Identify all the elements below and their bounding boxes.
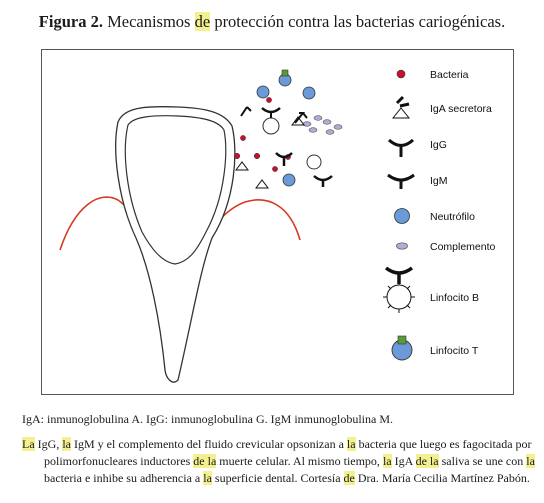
caption-highlight: La — [22, 437, 35, 451]
caption-text: saliva se une con — [438, 454, 527, 468]
legend-label-linfocito-b: Linfocito B — [430, 292, 479, 304]
caption-line-3: bacteria e inhibe su adherencia a la sup… — [22, 470, 536, 487]
legend-neutrofilo-icon — [394, 208, 410, 224]
caption-text: muerte celular. Al mismo tiempo, — [216, 454, 383, 468]
tooth-inner-outline — [124, 115, 227, 265]
caption-text: bacteria e inhibe su adherencia a — [44, 471, 204, 485]
caption-highlight: la — [62, 437, 71, 451]
caption-highlight: la — [203, 471, 212, 485]
iga-near-tooth — [235, 106, 308, 189]
legend-label-bacteria: Bacteria — [430, 69, 469, 81]
complement-cluster — [302, 115, 343, 135]
legend-linfocito-b-icon — [383, 266, 415, 313]
caption-text: IgA — [391, 454, 416, 468]
caption-text: superficie dental. Cortesía — [211, 471, 344, 485]
caption-text: bacteria que luego es fagocitada por — [355, 437, 532, 451]
caption-highlight: la — [526, 454, 535, 468]
caption-text: Dra. María Cecilia Martínez Pabón. — [354, 471, 530, 485]
legend-bacteria-icon — [396, 69, 406, 79]
bacteria-cells — [233, 97, 291, 172]
figure-caption: La IgG, la IgM y el complemento del flui… — [22, 436, 536, 487]
caption-highlight: de la — [193, 454, 217, 468]
figure-frame — [41, 49, 514, 395]
legend-label-igg: IgG — [430, 139, 447, 151]
figure-number: Figura 2. — [38, 12, 103, 31]
title-text-1: Mecanismos — [107, 12, 195, 31]
caption-text: IgG, — [34, 437, 63, 451]
abbreviations-note: IgA: inmunoglobulina A. IgG: inmunoglobu… — [22, 412, 393, 426]
legend-label-linfocito-t: Linfocito T — [430, 345, 479, 357]
legend-label-igm: IgM — [430, 175, 448, 187]
caption-highlight: la — [346, 437, 356, 451]
t-cell-near-tooth — [278, 69, 292, 87]
legend-igm-icon — [387, 173, 415, 189]
tooth-outline — [115, 105, 236, 383]
legend-linfocito-t-icon — [391, 335, 413, 361]
title-text-2: protección contra las bacterias cariogén… — [210, 12, 506, 31]
b-cells-near-tooth — [261, 107, 322, 170]
caption-highlight: de — [343, 471, 355, 485]
neutrophil-cells — [256, 85, 316, 187]
caption-text: polimorfonucleares inductores — [44, 454, 194, 468]
legend-label-neutrofilo: Neutrófilo — [430, 211, 475, 223]
legend-complemento-icon — [396, 242, 408, 250]
caption-highlight: de la — [415, 454, 439, 468]
caption-text: IgM y el complemento del fluido crevicul… — [71, 437, 347, 451]
igg-near-tooth — [275, 152, 333, 187]
caption-line-1: La IgG, la IgM y el complemento del flui… — [22, 436, 536, 453]
legend-label-complemento: Complemento — [430, 241, 496, 253]
figure-title: Figura 2. Mecanismos de protección contr… — [0, 12, 544, 32]
legend-iga-secretora-icon — [391, 95, 411, 119]
caption-highlight: la — [382, 454, 392, 468]
caption-line-2: polimorfonucleares inductores de la muer… — [22, 453, 536, 470]
legend-igg-icon — [387, 138, 415, 157]
title-highlight: de — [194, 12, 211, 31]
legend-label-iga: IgA secretora — [430, 103, 492, 115]
